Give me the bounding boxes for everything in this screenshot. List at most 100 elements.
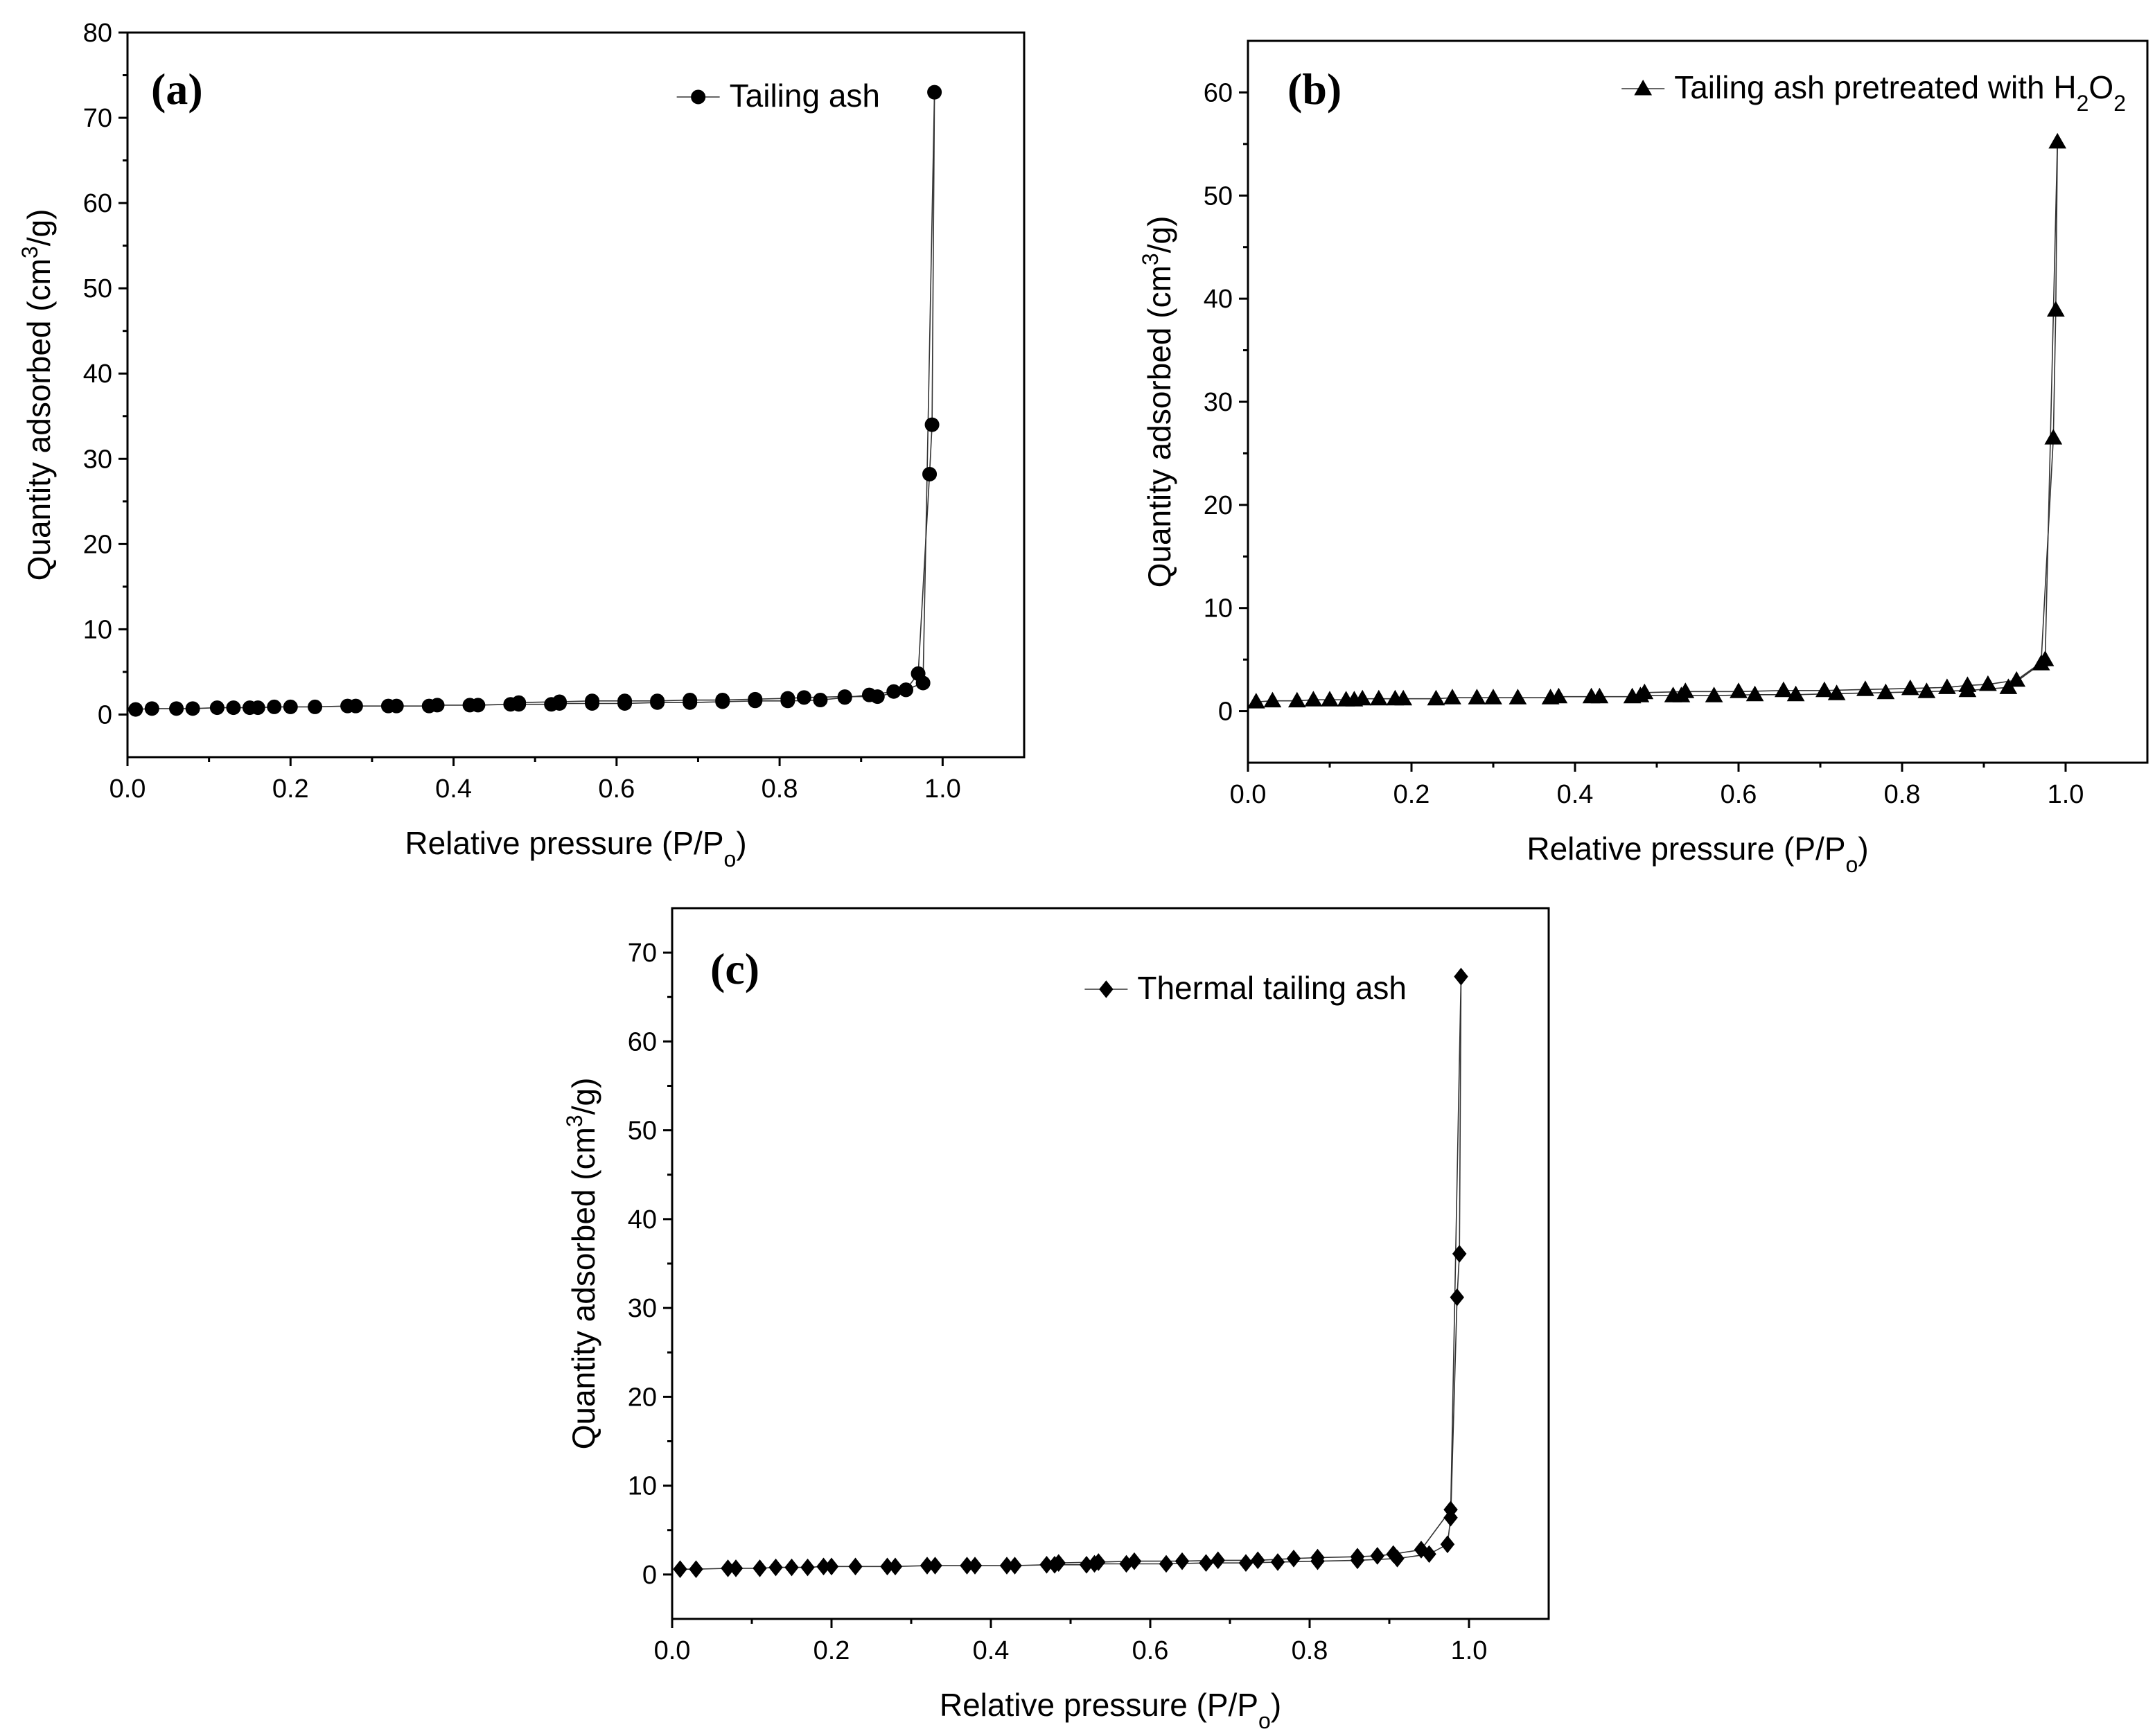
- y-tick-label: 50: [1204, 181, 1233, 211]
- adsorption-point: [1786, 685, 1805, 702]
- adsorption-point: [308, 699, 323, 714]
- adsorption-point: [430, 698, 445, 713]
- x-tick-label: 0.6: [1721, 780, 1757, 809]
- y-tick-label: 10: [1204, 594, 1233, 623]
- panel-label: (a): [151, 64, 203, 114]
- desorption-point: [898, 682, 913, 698]
- adsorption-point: [389, 698, 404, 714]
- x-tick-label: 0.0: [654, 1636, 691, 1665]
- x-axis-label: Relative pressure (P/Po): [1527, 831, 1868, 877]
- desorption-point: [1676, 682, 1695, 698]
- desorption-point: [552, 694, 567, 709]
- adsorption-point: [1321, 691, 1339, 707]
- adsorption-point: [267, 699, 282, 714]
- adsorption-point: [689, 1560, 703, 1578]
- legend-marker: [1634, 79, 1653, 96]
- legend-label: Tailing ash: [730, 78, 880, 114]
- desorption-point: [780, 691, 795, 706]
- desorption-point: [1901, 679, 1919, 696]
- y-tick-label: 0: [98, 700, 112, 729]
- y-tick-label: 0: [1218, 698, 1233, 727]
- panel-label: (c): [710, 944, 759, 993]
- y-tick-label: 30: [1204, 388, 1233, 417]
- y-tick-label: 10: [83, 615, 112, 644]
- adsorption-point: [1745, 685, 1764, 702]
- adsorption-point: [1468, 689, 1486, 705]
- y-tick-label: 40: [628, 1205, 657, 1234]
- y-axis-label: Quantity adsorbed (cm3/g): [1138, 216, 1177, 588]
- adsorption-point: [1440, 1535, 1455, 1554]
- x-tick-label: 0.8: [1292, 1636, 1328, 1665]
- desorption-line: [1644, 141, 2058, 693]
- adsorption-point: [1199, 1554, 1213, 1573]
- x-tick-label: 0.6: [1132, 1636, 1169, 1665]
- adsorption-point: [1917, 682, 1936, 698]
- adsorption-point: [673, 1560, 687, 1578]
- desorption-point: [1127, 1552, 1142, 1570]
- desorption-line: [1058, 976, 1462, 1564]
- y-tick-label: 20: [1204, 491, 1233, 520]
- desorption-point: [1386, 1545, 1400, 1564]
- adsorption-point: [209, 700, 225, 716]
- adsorption-point: [928, 1557, 942, 1575]
- y-tick-label: 10: [628, 1472, 657, 1501]
- adsorption-point: [1238, 1554, 1254, 1573]
- desorption-point: [1211, 1551, 1225, 1570]
- adsorption-point: [169, 701, 184, 716]
- desorption-point: [1286, 1549, 1301, 1568]
- adsorption-point: [768, 1558, 783, 1577]
- y-tick-label: 70: [83, 104, 112, 133]
- desorption-point: [715, 693, 730, 708]
- adsorption-point: [1590, 687, 1609, 704]
- adsorption-point: [784, 1558, 799, 1577]
- adsorption-point: [1394, 689, 1413, 706]
- adsorption-point: [1270, 1553, 1285, 1571]
- legend: Tailing ash: [676, 78, 880, 114]
- desorption-point: [1443, 1500, 1458, 1519]
- adsorption-point: [753, 1559, 767, 1577]
- adsorption-point: [848, 1557, 863, 1576]
- adsorption-point: [967, 1557, 983, 1575]
- adsorption-point: [1508, 689, 1527, 705]
- desorption-point: [1350, 1548, 1365, 1566]
- chart-panel-b: 0.0 0.2 0.4 0.6 0.8 1.0 0 10 20 30 40 50 60 Relative …: [1138, 39, 2149, 877]
- adsorption-point: [924, 417, 940, 432]
- adsorption-point: [128, 702, 143, 717]
- adsorption-point: [1443, 689, 1461, 705]
- y-tick-label: 80: [83, 19, 112, 48]
- desorption-point: [1370, 1547, 1384, 1565]
- desorption-point: [1979, 675, 1997, 691]
- plot-frame: [1247, 39, 2149, 764]
- x-tick-label: 0.4: [973, 1636, 1010, 1665]
- y-tick-label: 70: [628, 939, 657, 968]
- legend: Tailing ash pretreated with H2O2: [1621, 69, 2126, 116]
- adsorption-point: [1452, 1245, 1467, 1263]
- y-tick-label: 30: [83, 445, 112, 474]
- desorption-point: [1175, 1552, 1190, 1570]
- adsorption-point: [1484, 689, 1502, 705]
- adsorption-point: [250, 700, 265, 716]
- desorption-point: [1251, 1551, 1265, 1570]
- y-tick-label: 20: [83, 530, 112, 559]
- adsorption-point: [888, 1557, 903, 1576]
- adsorption-point: [1287, 691, 1306, 708]
- adsorption-point: [470, 698, 486, 713]
- y-tick-label: 60: [83, 189, 112, 218]
- adsorption-point: [1549, 687, 1568, 704]
- adsorption-point: [1263, 691, 1282, 708]
- panel-label: (b): [1287, 64, 1342, 114]
- x-axis-label: Relative pressure (P/Po): [940, 1687, 1281, 1733]
- desorption-point: [650, 693, 665, 709]
- adsorption-point: [1876, 683, 1895, 700]
- x-tick-label: 1.0: [924, 774, 961, 804]
- desorption-point: [1938, 678, 1956, 694]
- desorption-point: [617, 693, 633, 709]
- adsorption-point: [283, 699, 298, 714]
- legend-label: Thermal tailing ash: [1137, 970, 1407, 1006]
- desorption-point: [748, 691, 763, 707]
- adsorption-line: [135, 92, 935, 710]
- desorption-point: [511, 695, 527, 710]
- adsorption-point: [1827, 684, 1846, 700]
